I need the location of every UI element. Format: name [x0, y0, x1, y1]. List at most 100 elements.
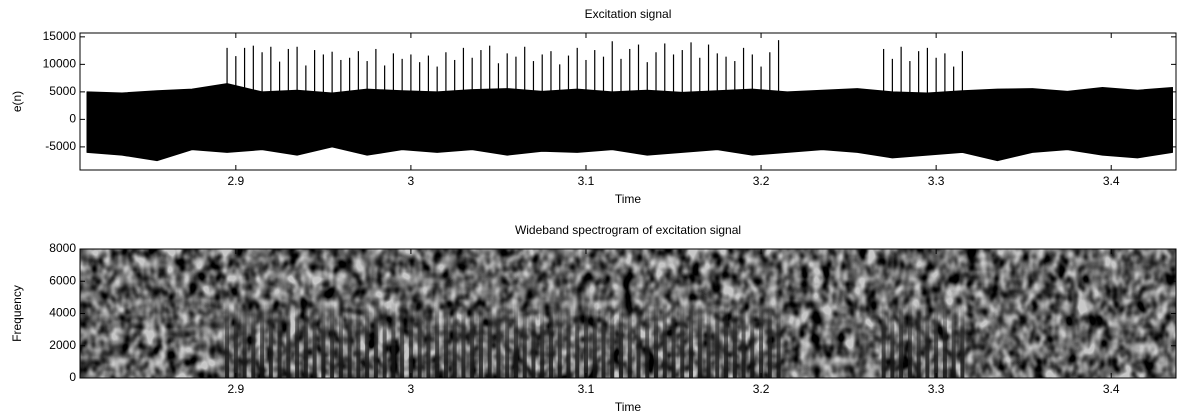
striation	[408, 249, 413, 378]
x-axis-label: Time	[615, 400, 642, 414]
y-tick-label: 2000	[49, 338, 76, 352]
chart-title: Wideband spectrogram of excitation signa…	[515, 223, 741, 237]
striation	[951, 249, 956, 378]
chart-title: Excitation signal	[585, 7, 672, 21]
striation	[680, 249, 685, 378]
striation	[312, 249, 317, 378]
striation	[890, 249, 895, 378]
striation	[470, 249, 475, 378]
striation	[338, 249, 343, 378]
striation	[443, 249, 448, 378]
striation	[750, 249, 755, 378]
striation	[583, 249, 588, 378]
y-tick-label: 5000	[49, 84, 76, 98]
striation	[925, 249, 930, 378]
striation	[435, 249, 440, 378]
striation	[260, 249, 265, 378]
striation	[452, 249, 457, 378]
y-axis-label: Frequency	[10, 285, 24, 342]
x-tick-label: 3.3	[928, 174, 945, 188]
x-tick-label: 3.4	[1103, 382, 1120, 396]
x-tick-label: 3.4	[1103, 174, 1120, 188]
striation	[706, 249, 711, 378]
striation	[373, 249, 378, 378]
striation	[365, 249, 370, 378]
plot-area	[80, 249, 1176, 378]
striation	[496, 249, 501, 378]
y-tick-label: 0	[69, 370, 76, 384]
striation	[627, 249, 632, 378]
striation	[268, 249, 273, 378]
striation	[776, 249, 781, 378]
striation	[487, 249, 492, 378]
x-tick-label: 3	[408, 174, 415, 188]
striation	[907, 249, 912, 378]
y-axis-label: e(n)	[10, 91, 24, 112]
striation	[881, 249, 886, 378]
striation	[303, 249, 308, 378]
striation	[662, 249, 667, 378]
striation	[505, 249, 510, 378]
striation	[417, 249, 422, 378]
striation	[645, 249, 650, 378]
striation	[513, 249, 518, 378]
x-tick-label: 3.2	[753, 174, 770, 188]
striation	[461, 249, 466, 378]
striation	[233, 249, 238, 378]
striation	[610, 249, 615, 378]
striation	[400, 249, 405, 378]
striation	[689, 249, 694, 378]
striation	[330, 249, 335, 378]
striation	[654, 249, 659, 378]
striation	[592, 249, 597, 378]
striation	[960, 249, 965, 378]
x-tick-label: 3	[408, 382, 415, 396]
y-tick-label: 4000	[49, 306, 76, 320]
y-tick-label: 15000	[43, 29, 77, 43]
striation	[724, 249, 729, 378]
striation	[391, 249, 396, 378]
striation	[548, 249, 553, 378]
x-tick-label: 3.2	[753, 382, 770, 396]
striation	[356, 249, 361, 378]
striation	[732, 249, 737, 378]
striation	[347, 249, 352, 378]
x-tick-label: 3.3	[928, 382, 945, 396]
x-axis-label: Time	[615, 192, 642, 206]
striation	[251, 249, 256, 378]
x-tick-label: 3.1	[578, 382, 595, 396]
striation	[618, 249, 623, 378]
striation	[277, 249, 282, 378]
striation	[426, 249, 431, 378]
striation	[759, 249, 764, 378]
y-tick-label: 10000	[43, 57, 77, 71]
striation	[942, 249, 947, 378]
plot-area	[86, 40, 1173, 162]
striation	[566, 249, 571, 378]
y-tick-label: 0	[69, 112, 76, 126]
striation	[671, 249, 676, 378]
striation	[557, 249, 562, 378]
striation	[242, 249, 247, 378]
striation	[575, 249, 580, 378]
striation	[715, 249, 720, 378]
striation	[382, 249, 387, 378]
striation	[916, 249, 921, 378]
x-tick-label: 2.9	[227, 382, 244, 396]
axes-box	[79, 32, 1177, 171]
striation	[225, 249, 230, 378]
striation	[522, 249, 527, 378]
striation	[767, 249, 772, 378]
striation	[321, 249, 326, 378]
striation	[478, 249, 483, 378]
striation	[601, 249, 606, 378]
striation	[697, 249, 702, 378]
y-tick-label: 8000	[49, 241, 76, 255]
x-tick-label: 3.1	[578, 174, 595, 188]
striation	[286, 249, 291, 378]
striation	[531, 249, 536, 378]
y-tick-label: -5000	[45, 139, 76, 153]
striation	[295, 249, 300, 378]
